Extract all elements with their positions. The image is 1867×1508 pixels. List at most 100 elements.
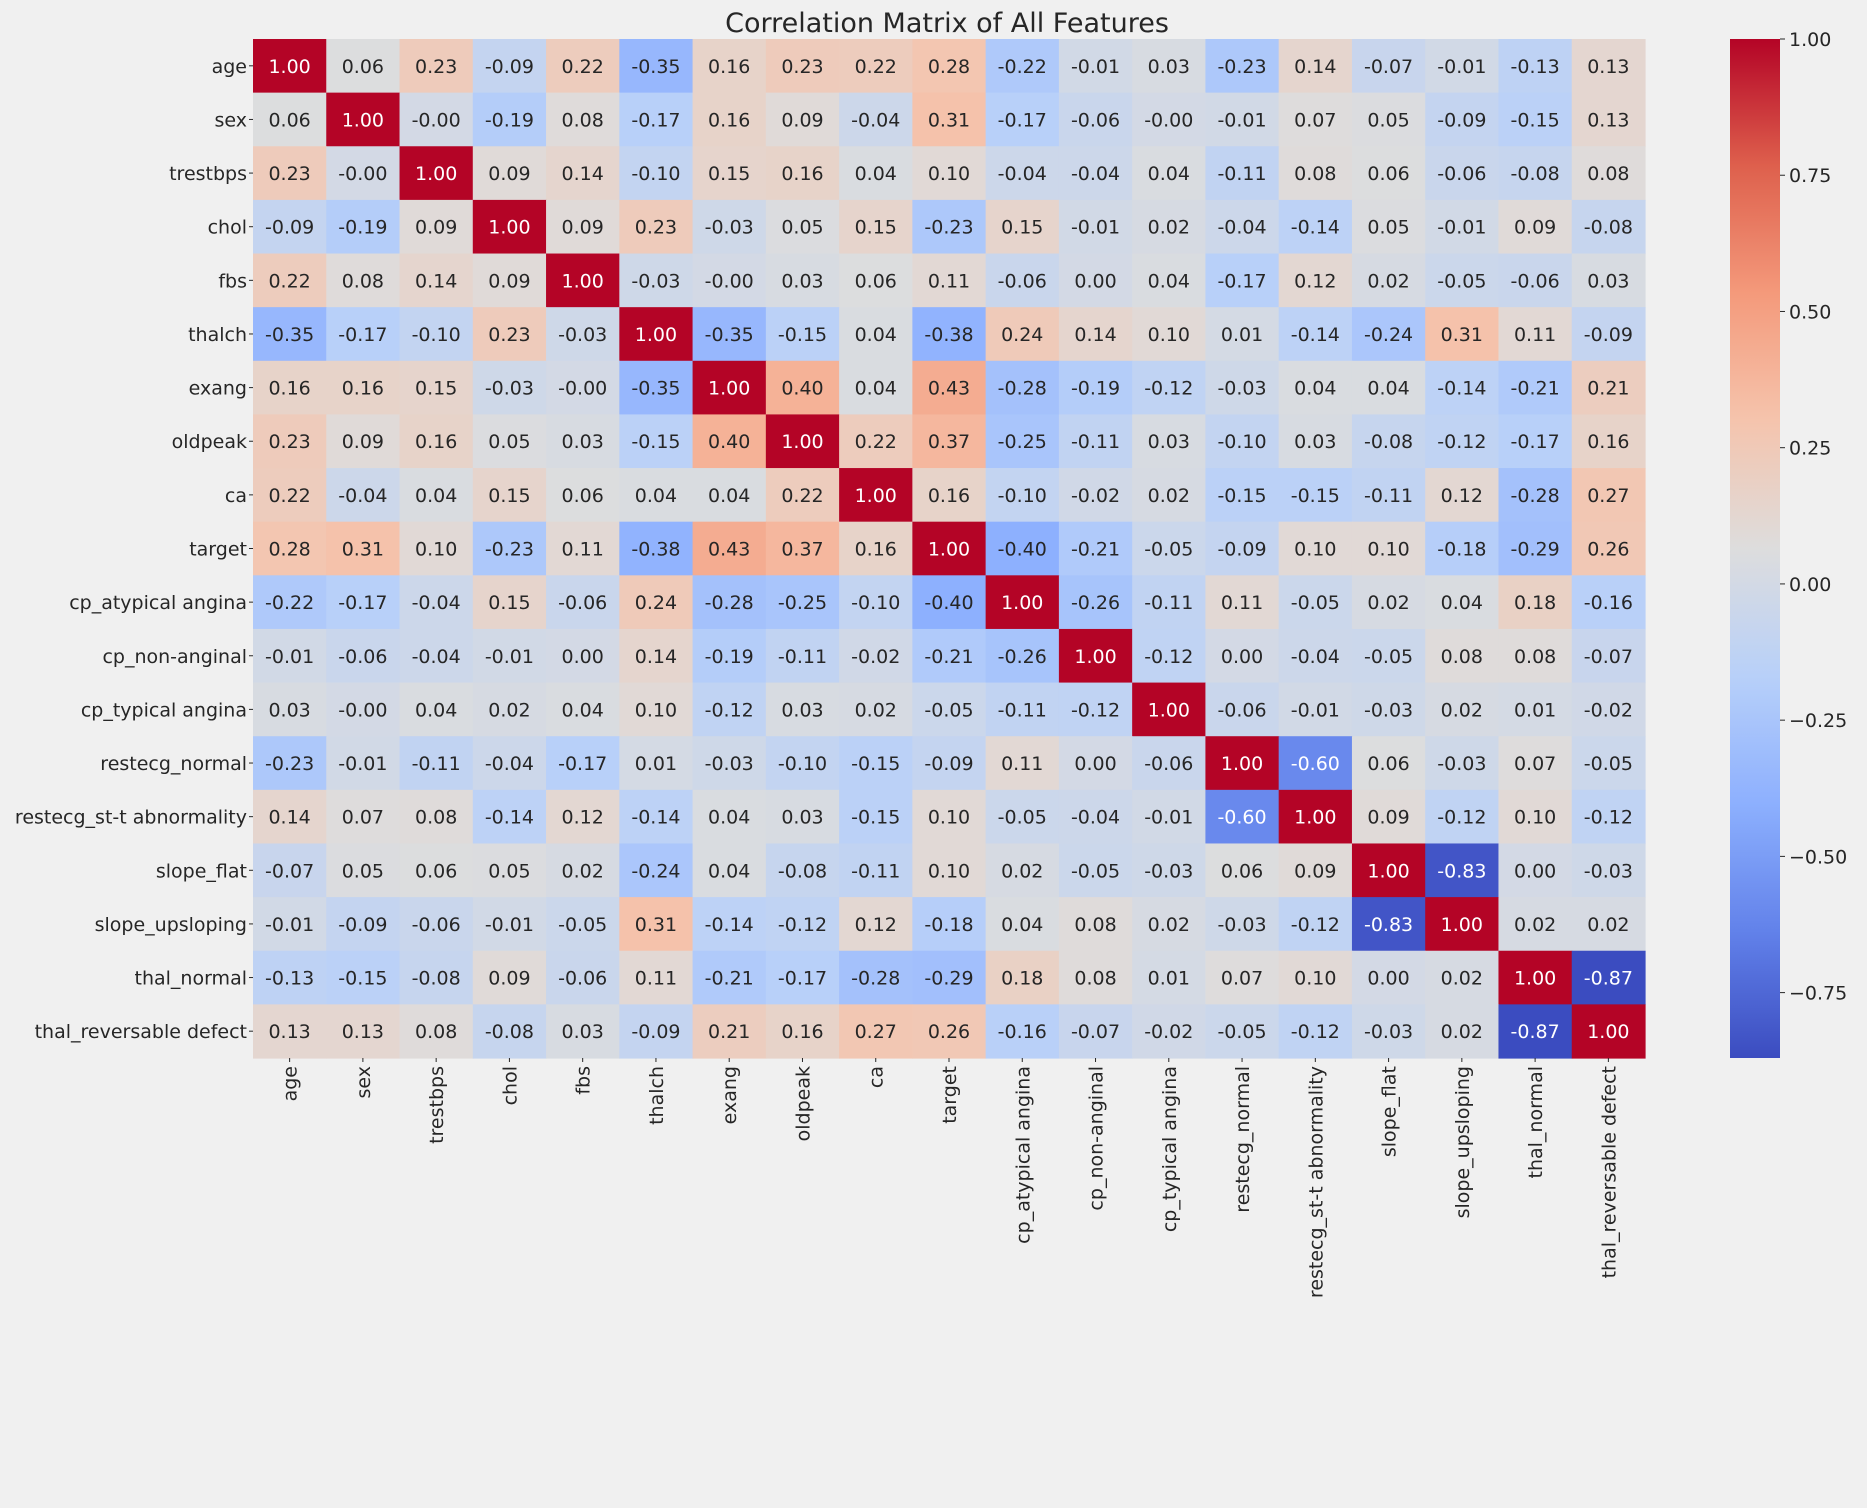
cell-value-label: 0.22 [781,485,823,507]
cell-value-label: 0.09 [342,431,384,453]
cell-value-label: 0.16 [1587,431,1629,453]
cell-value-label: 0.04 [1367,378,1409,400]
heatmap-cell [1058,897,1133,952]
heatmap-cell [399,39,474,94]
cell-value-label: -0.00 [558,378,607,400]
heatmap-cell [1058,360,1133,416]
column-label: cp_typical angina [1159,1066,1181,1232]
cell-value-label: -0.06 [558,592,607,614]
heatmap-cell [1205,39,1280,94]
heatmap-cell [472,950,547,1005]
heatmap-cell [839,950,913,1005]
heatmap-cell [912,360,987,416]
cell-value-label: -0.15 [1511,109,1560,131]
heatmap-cell [326,575,401,630]
cell-value-label: 0.28 [928,56,970,78]
heatmap-cell [472,146,547,201]
cell-value-label: -0.08 [1511,163,1560,185]
cell-value-label: 0.12 [855,914,897,936]
heatmap-cell [253,1004,327,1059]
heatmap-cell [1205,414,1280,469]
heatmap-cell [1058,146,1133,201]
cell-value-label: 0.31 [342,539,384,561]
cell-value-label: -0.17 [778,968,827,990]
cell-value-label: 0.22 [268,485,310,507]
cell-value-label: -0.28 [998,378,1047,400]
cell-value-label: -0.21 [705,968,754,990]
heatmap-cell [692,897,767,952]
row-label: thal_reversable defect [35,1021,247,1043]
heatmap-cell [1571,468,1646,523]
heatmap-cell [1132,521,1207,576]
cell-value-label: 0.10 [1294,968,1336,990]
colorbar-tick-label: 0.75 [1789,165,1831,187]
heatmap-cell [1571,92,1646,147]
cell-value-label: -0.25 [998,431,1047,453]
heatmap-cell [1571,146,1646,201]
cell-value-label: 0.12 [1441,485,1483,507]
cell-value-label: 0.14 [415,270,457,292]
cell-value-label: -0.14 [1437,378,1486,400]
heatmap-cell [839,92,913,147]
cell-value-label: -0.11 [412,753,461,775]
heatmap-cell [326,682,401,737]
heatmap-cell [839,736,913,791]
cell-value-label: 0.10 [928,807,970,829]
cell-value-label: -0.01 [265,914,314,936]
heatmap-cell [546,468,620,523]
cell-value-label: 0.27 [855,1021,897,1043]
heatmap-cell [326,950,401,1005]
cell-value-label: -0.05 [1291,592,1340,614]
cell-value-label: 0.01 [1514,699,1556,721]
heatmap-cell [253,789,327,845]
heatmap-cell [1278,468,1353,523]
heatmap-cell [912,1004,987,1059]
cell-value-label: -0.16 [998,1021,1047,1043]
cell-value-label: 0.03 [562,431,604,453]
heatmap-cell [619,682,694,737]
cell-value-label: 0.07 [1294,109,1336,131]
heatmap-cell [1425,789,1500,845]
cell-value-label: -0.35 [705,324,754,346]
row-label: exang [189,378,247,400]
heatmap-cell [912,843,987,898]
heatmap-cell [1351,199,1426,255]
cell-value-label: -0.06 [558,968,607,990]
cell-value-label: 0.08 [415,1021,457,1043]
cell-value-label: -0.12 [1144,646,1193,668]
cell-value-label: 0.07 [342,807,384,829]
heatmap-cell [1132,789,1207,845]
cell-value-label: 0.04 [1441,592,1483,614]
heatmap-cell [1351,253,1426,308]
cell-value-label: 1.00 [342,109,384,131]
cell-value-label: 0.14 [635,646,677,668]
heatmap-cell [1278,843,1353,898]
cell-value-label: -0.12 [705,699,754,721]
column-label: thal_reversable defect [1598,1066,1620,1278]
heatmap-cell [399,628,474,684]
cell-value-label: -0.18 [1437,539,1486,561]
cell-value-label: 0.16 [415,431,457,453]
row-label: cp_typical angina [81,699,247,721]
heatmap-cell [1425,39,1500,94]
heatmap-cell [1571,414,1646,469]
heatmap-cell [253,92,327,147]
heatmap-cell [765,307,840,362]
heatmap-cell [472,736,547,791]
heatmap-cell [692,682,767,737]
heatmap-cell [619,950,694,1005]
cell-value-label: -0.24 [631,860,680,882]
heatmap-cell [546,39,620,94]
heatmap-cell [912,146,987,201]
cell-value-label: -0.04 [412,592,461,614]
row-label: ca [225,485,247,507]
heatmap-cell [1278,146,1353,201]
heatmap-cell [546,682,620,737]
heatmap-cell [985,736,1060,791]
cell-value-label: 0.09 [781,109,823,131]
heatmap-cell [1058,843,1133,898]
heatmap-cells: 1.00 0.06 0.23 -0.09 0.22 -0.35 0.16 0.23 0.22 0.… [253,39,1646,1059]
cell-value-label: -0.03 [705,753,754,775]
heatmap-cell [326,1004,401,1059]
cell-value-label: -0.03 [705,217,754,239]
